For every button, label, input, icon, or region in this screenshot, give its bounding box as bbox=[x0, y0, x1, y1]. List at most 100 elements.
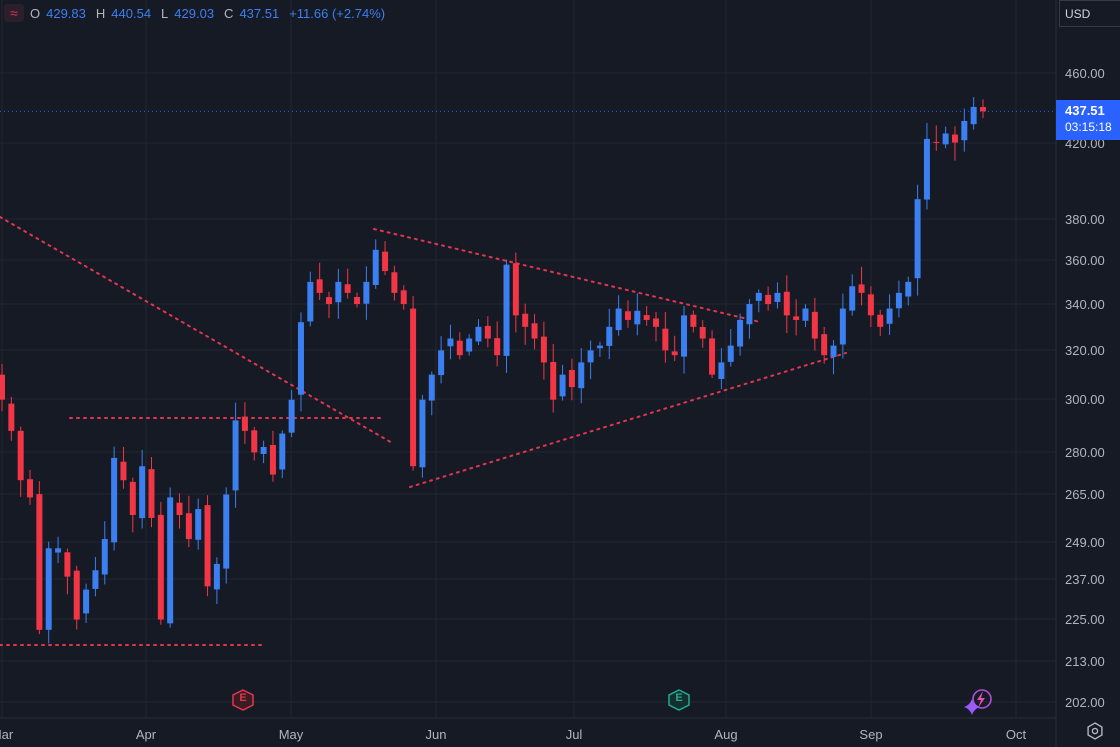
candle bbox=[681, 305, 688, 374]
candle bbox=[176, 493, 183, 529]
candle-body bbox=[643, 315, 650, 320]
candle bbox=[634, 293, 641, 336]
candle-body bbox=[167, 497, 174, 624]
candle-body bbox=[671, 351, 678, 356]
candle bbox=[185, 495, 192, 548]
candle bbox=[419, 394, 426, 478]
candle-body bbox=[531, 323, 538, 339]
time-tick-label: Oct bbox=[1006, 727, 1027, 742]
candle-body bbox=[297, 322, 304, 395]
candle-body bbox=[139, 466, 146, 519]
price-tick-label: 202.00 bbox=[1065, 695, 1105, 710]
candle bbox=[269, 430, 276, 482]
tradingview-wave-icon[interactable]: ≈ bbox=[4, 4, 24, 22]
candle-body bbox=[578, 362, 585, 389]
candle bbox=[895, 280, 902, 318]
candle-body bbox=[727, 345, 734, 362]
candle bbox=[587, 340, 594, 380]
last-price-value: 437.51 bbox=[1065, 103, 1105, 118]
lightning-icon[interactable] bbox=[962, 687, 994, 715]
price-tick-label: 225.00 bbox=[1065, 612, 1105, 627]
candle bbox=[0, 364, 5, 412]
candle bbox=[746, 299, 753, 339]
candle bbox=[307, 271, 314, 327]
candle-body bbox=[587, 350, 594, 363]
candle bbox=[886, 294, 893, 336]
candle bbox=[241, 402, 248, 444]
candle-body bbox=[27, 479, 34, 498]
candle-body bbox=[961, 120, 968, 141]
candle-body bbox=[326, 297, 332, 305]
candle bbox=[606, 308, 613, 360]
candle bbox=[494, 321, 501, 367]
candle-body bbox=[858, 284, 865, 293]
time-tick-label: May bbox=[279, 727, 304, 742]
candle-body bbox=[615, 308, 622, 331]
candle-body bbox=[419, 399, 426, 468]
candle bbox=[335, 268, 342, 319]
time-tick-label: Sep bbox=[859, 727, 882, 742]
candle-body bbox=[92, 570, 99, 589]
earnings-past-label: E bbox=[239, 692, 247, 704]
candle bbox=[391, 265, 398, 301]
candle-series bbox=[0, 96, 986, 644]
candle-body bbox=[232, 420, 239, 491]
candle-body bbox=[363, 281, 370, 304]
settings-gear-icon[interactable] bbox=[1085, 721, 1105, 741]
candle bbox=[568, 358, 575, 401]
candle bbox=[288, 389, 295, 438]
time-axis[interactable]: Mar Apr May Jun Jul Aug Sep Oct bbox=[0, 717, 1056, 742]
candle-body bbox=[428, 374, 435, 401]
candle-body bbox=[774, 292, 781, 302]
earnings-past-icon[interactable]: E bbox=[232, 689, 254, 711]
candle bbox=[410, 296, 417, 471]
candle-body bbox=[494, 338, 501, 356]
candle bbox=[802, 304, 809, 328]
candle-body bbox=[204, 505, 211, 587]
candle bbox=[475, 319, 482, 345]
candle-body bbox=[914, 199, 921, 279]
candle-body bbox=[718, 362, 725, 379]
open-key: O bbox=[30, 5, 41, 21]
candle-body bbox=[811, 311, 818, 339]
candle bbox=[727, 328, 734, 367]
candle bbox=[27, 469, 34, 505]
candle-body bbox=[849, 286, 856, 311]
time-tick-label: Apr bbox=[136, 727, 157, 742]
candle bbox=[456, 332, 463, 360]
high-key: H bbox=[95, 5, 106, 21]
earnings-upcoming-label: E bbox=[675, 692, 683, 704]
low-value: 429.03 bbox=[174, 5, 215, 21]
candle bbox=[64, 548, 71, 595]
ohlc-legend: ≈ O 429.83 H 440.54 L 429.03 C 437.51 +11.66… bbox=[4, 4, 385, 22]
candle-body bbox=[307, 281, 314, 322]
price-tick-label: 380.00 bbox=[1065, 212, 1105, 227]
price-tick-label: 265.00 bbox=[1065, 487, 1105, 502]
candle-body bbox=[279, 433, 286, 470]
candle bbox=[933, 125, 940, 151]
close-value: 437.51 bbox=[239, 5, 280, 21]
candle-body bbox=[746, 304, 753, 325]
earnings-upcoming-icon[interactable]: E bbox=[668, 689, 690, 711]
candle bbox=[578, 348, 585, 404]
candle-body bbox=[942, 133, 949, 145]
candle-body bbox=[241, 416, 248, 431]
candle-body bbox=[681, 315, 688, 357]
candle-body bbox=[456, 340, 463, 356]
currency-selector[interactable]: USD bbox=[1059, 0, 1120, 27]
candle bbox=[615, 295, 622, 336]
candle-body bbox=[830, 345, 837, 357]
candle-body bbox=[55, 548, 62, 553]
candle bbox=[447, 324, 454, 360]
trendlines[interactable] bbox=[0, 216, 847, 646]
candle bbox=[540, 321, 547, 380]
candle-body bbox=[802, 308, 809, 321]
candle-body bbox=[64, 552, 71, 577]
candle bbox=[251, 426, 258, 461]
candle-body bbox=[382, 251, 389, 272]
candle-body bbox=[129, 481, 136, 515]
candle-body bbox=[195, 509, 202, 540]
candle bbox=[522, 303, 529, 345]
price-axis[interactable]: 460.00420.00380.00360.00340.00320.00300.… bbox=[1055, 0, 1105, 747]
